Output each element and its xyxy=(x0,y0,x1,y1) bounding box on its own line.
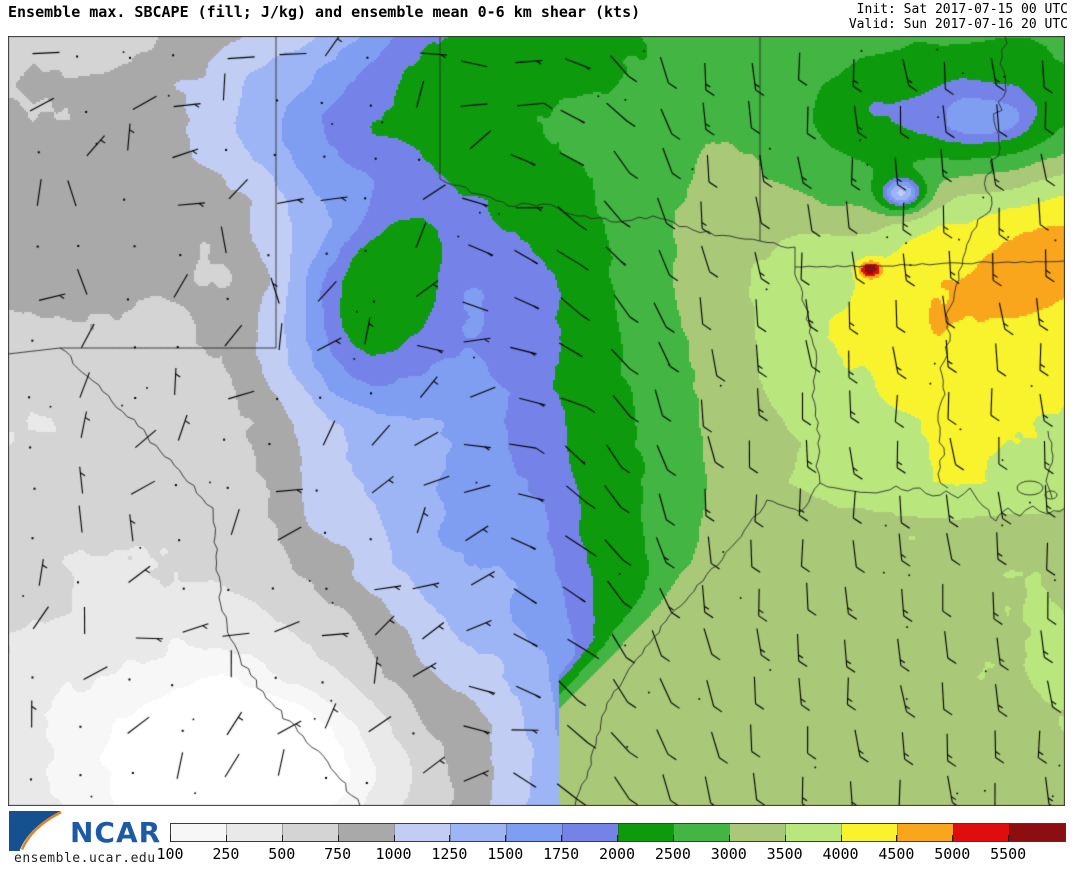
ncar-logo-swoosh xyxy=(9,811,64,851)
legend-swatch xyxy=(785,824,842,841)
legend-tick-label: 3000 xyxy=(710,845,747,863)
legend-swatch xyxy=(673,824,730,841)
legend-tick-label: 3500 xyxy=(766,845,803,863)
legend-tick-label: 2500 xyxy=(654,845,691,863)
legend-tick xyxy=(449,835,451,842)
ncar-logo: NCAR xyxy=(9,810,161,852)
legend-swatch xyxy=(337,824,394,841)
legend-swatch xyxy=(729,824,786,841)
legend-tick-label: 1500 xyxy=(487,845,524,863)
legend-tick-label: 1750 xyxy=(543,845,580,863)
legend-tick-label: 2000 xyxy=(598,845,636,863)
legend-swatch xyxy=(449,824,506,841)
legend-swatch xyxy=(225,824,282,841)
legend-swatch xyxy=(561,824,618,841)
legend-tick xyxy=(505,835,507,842)
legend-tick xyxy=(337,835,339,842)
legend-tick xyxy=(840,835,842,842)
legend-tick-label: 1250 xyxy=(431,845,468,863)
legend-tick xyxy=(393,835,395,842)
sbcape-shear-map xyxy=(8,36,1065,806)
legend-tick-label: 1000 xyxy=(375,845,412,863)
legend-swatch xyxy=(953,824,1010,841)
legend-swatch xyxy=(393,824,450,841)
legend-tick xyxy=(896,835,898,842)
legend-swatch xyxy=(1009,824,1065,841)
legend-tick xyxy=(1008,835,1010,842)
legend-tick xyxy=(728,835,730,842)
legend-tick xyxy=(170,835,171,842)
legend-tick-label: 5500 xyxy=(990,845,1027,863)
map-frame xyxy=(8,36,1065,806)
legend-swatch-bar xyxy=(170,823,1066,842)
legend-swatch xyxy=(841,824,898,841)
legend-tick-label: 5000 xyxy=(934,845,971,863)
legend-swatch xyxy=(617,824,674,841)
legend-tick xyxy=(561,835,563,842)
legend-tick-label: 4000 xyxy=(822,845,859,863)
page-title: Ensemble max. SBCAPE (fill; J/kg) and en… xyxy=(8,3,641,21)
ncar-logo-text: NCAR xyxy=(70,816,161,849)
legend-tick xyxy=(225,835,227,842)
legend-tick xyxy=(617,835,618,842)
init-time-label: Init: Sat 2017-07-15 00 UTC xyxy=(856,2,1068,17)
site-url: ensemble.ucar.edu xyxy=(14,851,156,866)
legend-tick xyxy=(952,835,954,842)
legend-tick xyxy=(672,835,674,842)
legend-swatch xyxy=(505,824,562,841)
legend-tick-label: 100 xyxy=(156,845,184,863)
legend-tick-label: 500 xyxy=(268,845,296,863)
legend-tick-label: 250 xyxy=(212,845,240,863)
run-time-block: Init: Sat 2017-07-15 00 UTC Valid: Sun 2… xyxy=(849,2,1068,32)
legend-swatch xyxy=(281,824,338,841)
legend-tick-label: 750 xyxy=(324,845,352,863)
legend-tick-label: 4500 xyxy=(878,845,915,863)
valid-time-label: Valid: Sun 2017-07-16 20 UTC xyxy=(848,17,1068,32)
legend-tick xyxy=(281,835,283,842)
cape-color-legend: 100 250 500 750 1000 1250 1500 1750 2000 2500 3000… xyxy=(156,823,1066,863)
legend-swatch xyxy=(897,824,954,841)
legend-swatch xyxy=(171,824,226,841)
legend-tick xyxy=(784,835,786,842)
